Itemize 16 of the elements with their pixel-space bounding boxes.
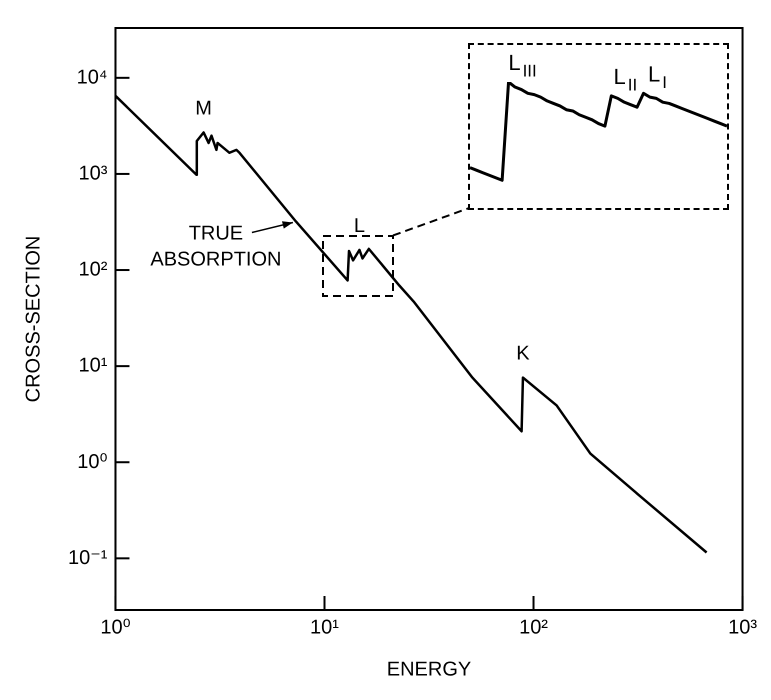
y-tick-label: 10¹: [78, 354, 108, 377]
y-tick-label: 10²: [78, 258, 108, 281]
y-tick-label: 10⁰: [77, 450, 108, 473]
annotation: TRUE ABSORPTION: [150, 222, 282, 270]
y-tick-label: 10⁻¹: [68, 546, 108, 569]
x-tick-label: 10⁰: [100, 616, 131, 639]
annotation: M: [195, 97, 212, 120]
x-tick-label: 10²: [519, 616, 548, 639]
x-tick-label: 10³: [728, 616, 758, 639]
y-tick-label: 10³: [78, 162, 108, 184]
x-tick-label: 10¹: [310, 616, 340, 639]
x-axis-title: ENERGY: [386, 658, 472, 681]
y-axis-title: CROSS-SECTION: [22, 236, 45, 402]
annotation: L: [354, 214, 366, 237]
annotation: K: [516, 342, 530, 365]
y-tick-label: 10⁴: [76, 66, 108, 88]
